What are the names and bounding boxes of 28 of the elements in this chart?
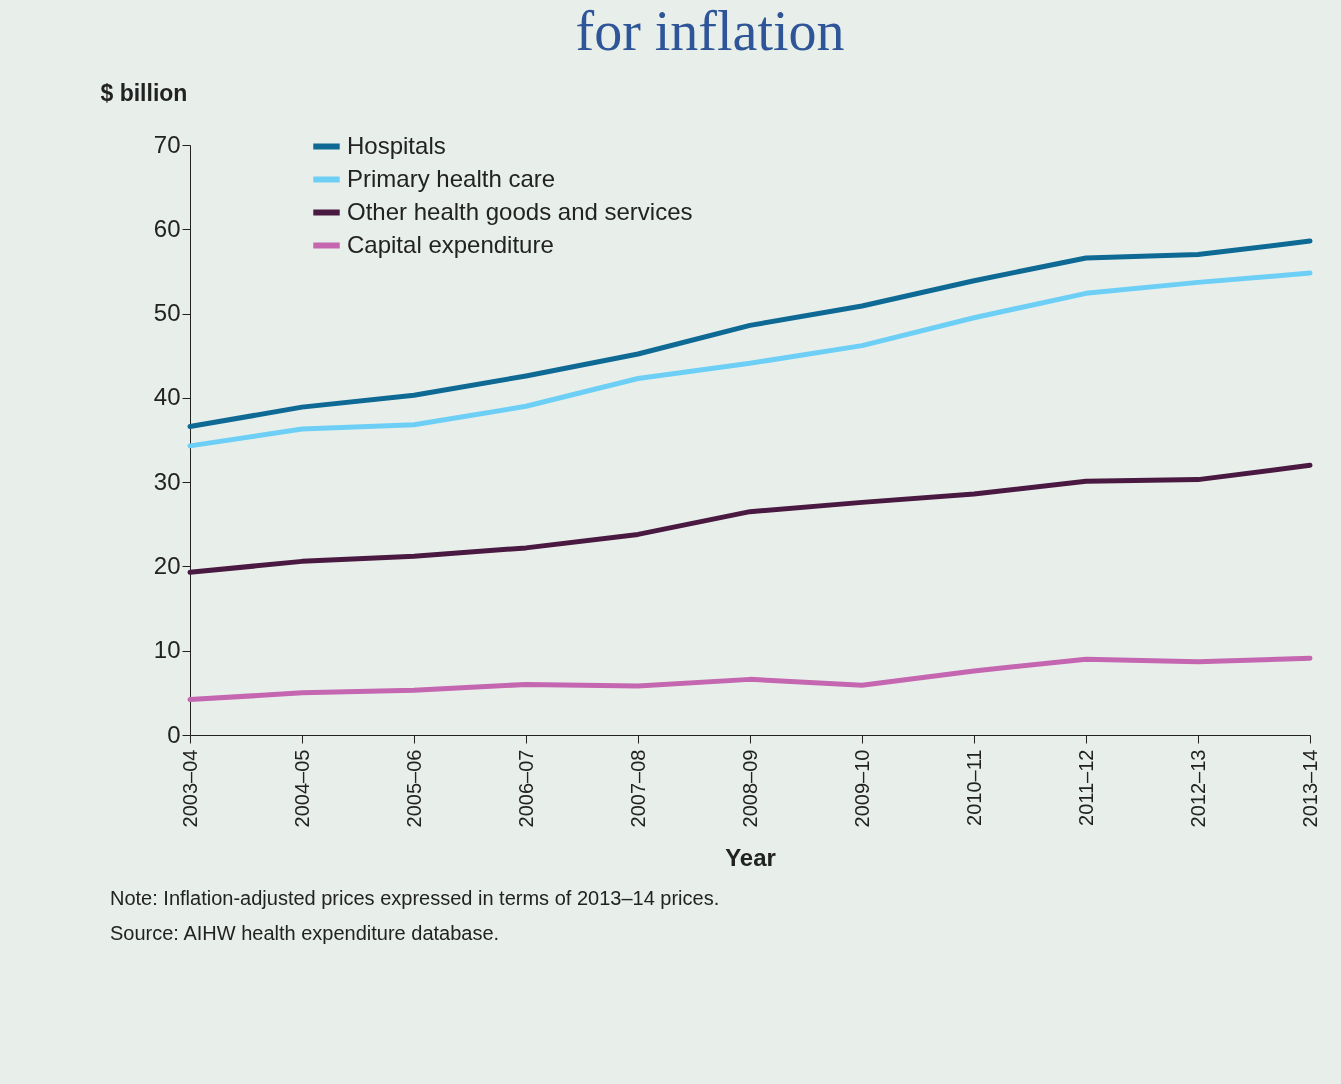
x-tick-label: 2009–10 (850, 749, 873, 828)
text: Note: Inflation-adjusted prices expressed in terms of 2013–14 prices. (110, 886, 720, 909)
legend-label: Capital expenditure (347, 230, 554, 258)
legend-label: Primary health care (347, 164, 556, 192)
y-tick-label: 0 (167, 720, 181, 748)
x-tick-label: 2013–14 (1298, 749, 1321, 828)
y-tick-label: 20 (153, 551, 181, 579)
y-tick-label: 30 (153, 467, 181, 495)
legend-label: Other health goods and services (347, 197, 693, 225)
x-tick-label: 2011–12 (1074, 749, 1097, 826)
y-tick-label: 70 (153, 130, 181, 158)
source-note: Source: AIHW health expenditure database. (110, 921, 500, 944)
x-axis-title: Year (725, 844, 776, 872)
x-tick-label: 2007–08 (626, 749, 649, 828)
legend-label: Hospitals (347, 131, 446, 159)
chart-title: for inflation (575, 0, 845, 62)
x-tick-label: 2008–09 (738, 749, 761, 828)
x-tick-label: 2012–13 (1186, 749, 1209, 828)
x-tick-label: 2005–06 (402, 749, 425, 828)
y-axis-title: $ billion (100, 79, 188, 106)
y-tick-label: 50 (153, 299, 181, 327)
x-tick-label: 2006–07 (514, 749, 537, 828)
x-tick-label: 2010–11 (962, 749, 985, 826)
x-tick-label: 2004–05 (290, 749, 313, 828)
x-tick-label: 2003–04 (178, 749, 201, 828)
y-tick-label: 10 (153, 636, 181, 664)
y-tick-label: 60 (153, 214, 181, 242)
y-tick-label: 40 (153, 383, 181, 411)
